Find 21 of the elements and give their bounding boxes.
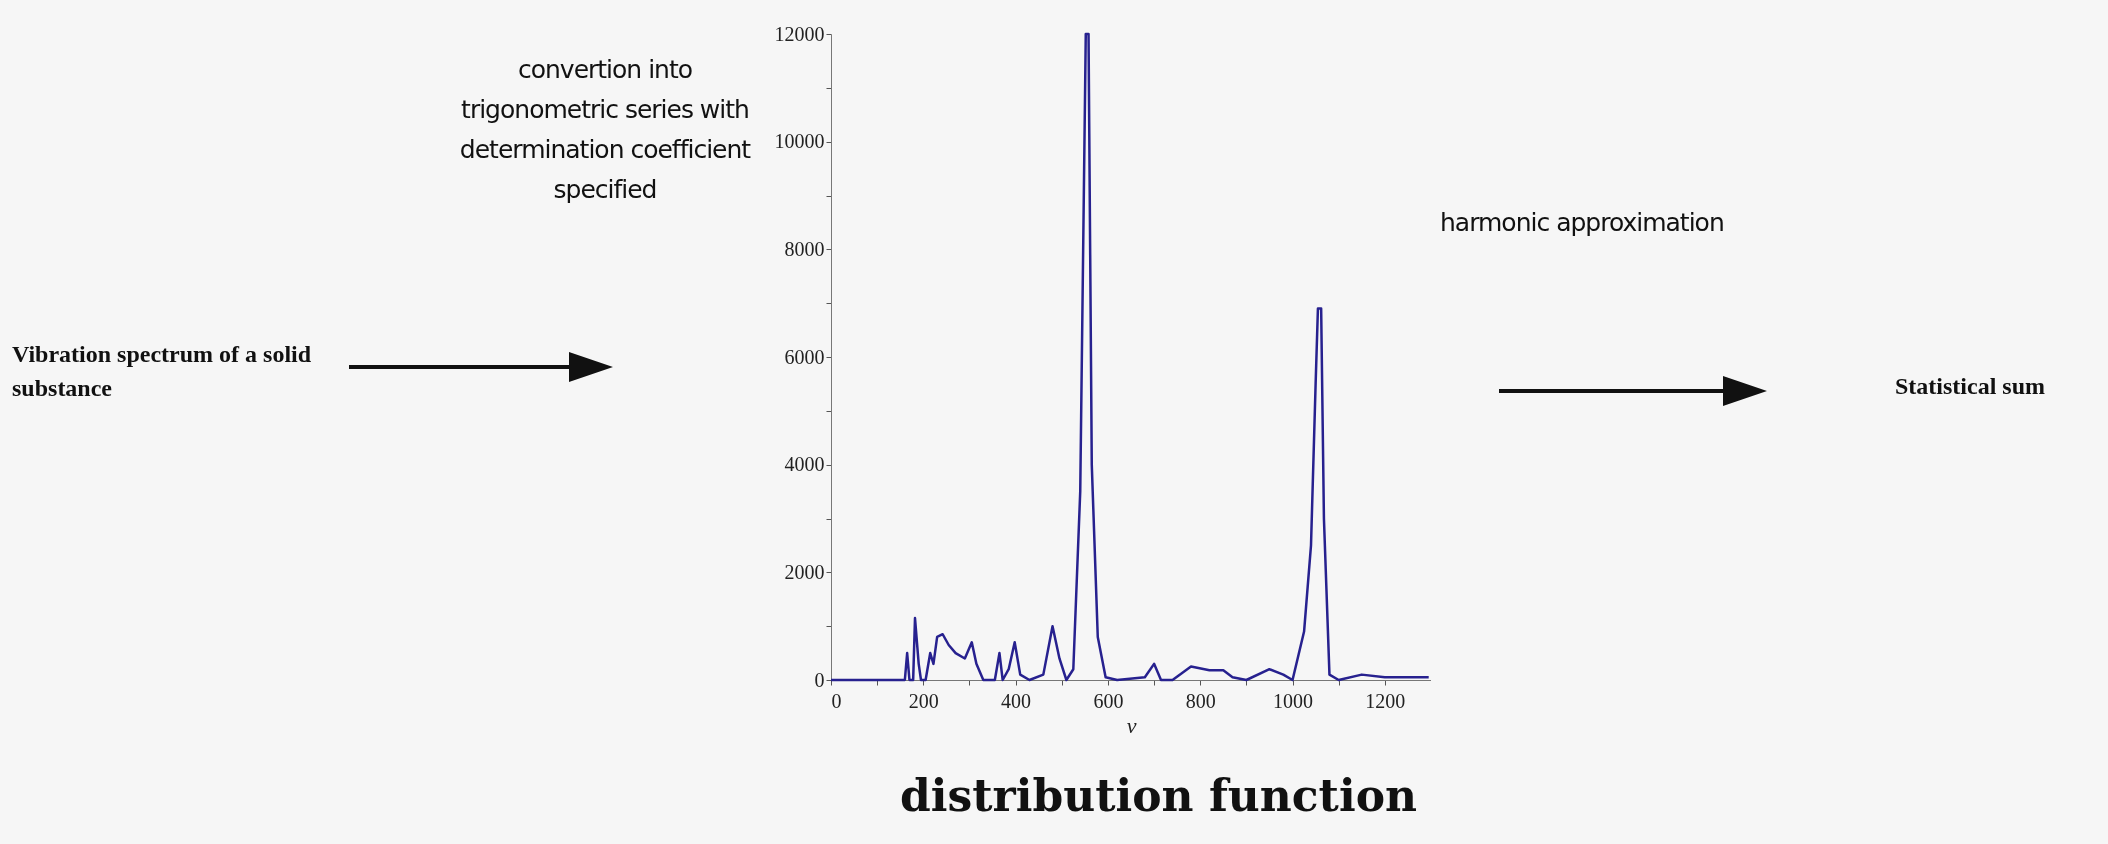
x-tick-label: 0 <box>831 689 842 712</box>
x-tick-label: 600 <box>1093 689 1124 712</box>
text: Statistical sum <box>1895 373 2045 400</box>
y-tick-label: 4000 <box>784 453 825 476</box>
text: harmonic approximation <box>1440 208 1724 237</box>
y-tick-label: 10000 <box>774 130 825 153</box>
x-axis-title: ν <box>1126 712 1137 738</box>
x-tick-label: 800 <box>1185 689 1216 712</box>
line-series <box>829 32 1430 682</box>
x-tick-label: 1200 <box>1365 689 1406 712</box>
y-tick-label: 12000 <box>774 22 825 45</box>
x-tick-label: 400 <box>1001 689 1032 712</box>
x-tick-label: 1000 <box>1273 689 1314 712</box>
y-tick-label: 6000 <box>784 345 825 368</box>
y-tick-label: 8000 <box>784 237 825 260</box>
text: Vibration spectrum of a solid substance <box>12 340 312 403</box>
text: distribution function <box>900 770 1417 821</box>
x-tick-label: 200 <box>908 689 939 712</box>
y-tick-label: 0 <box>814 668 825 691</box>
y-tick-label: 2000 <box>784 560 825 583</box>
text: convertion into trigonometric series with determination coefficient specified <box>458 54 752 206</box>
